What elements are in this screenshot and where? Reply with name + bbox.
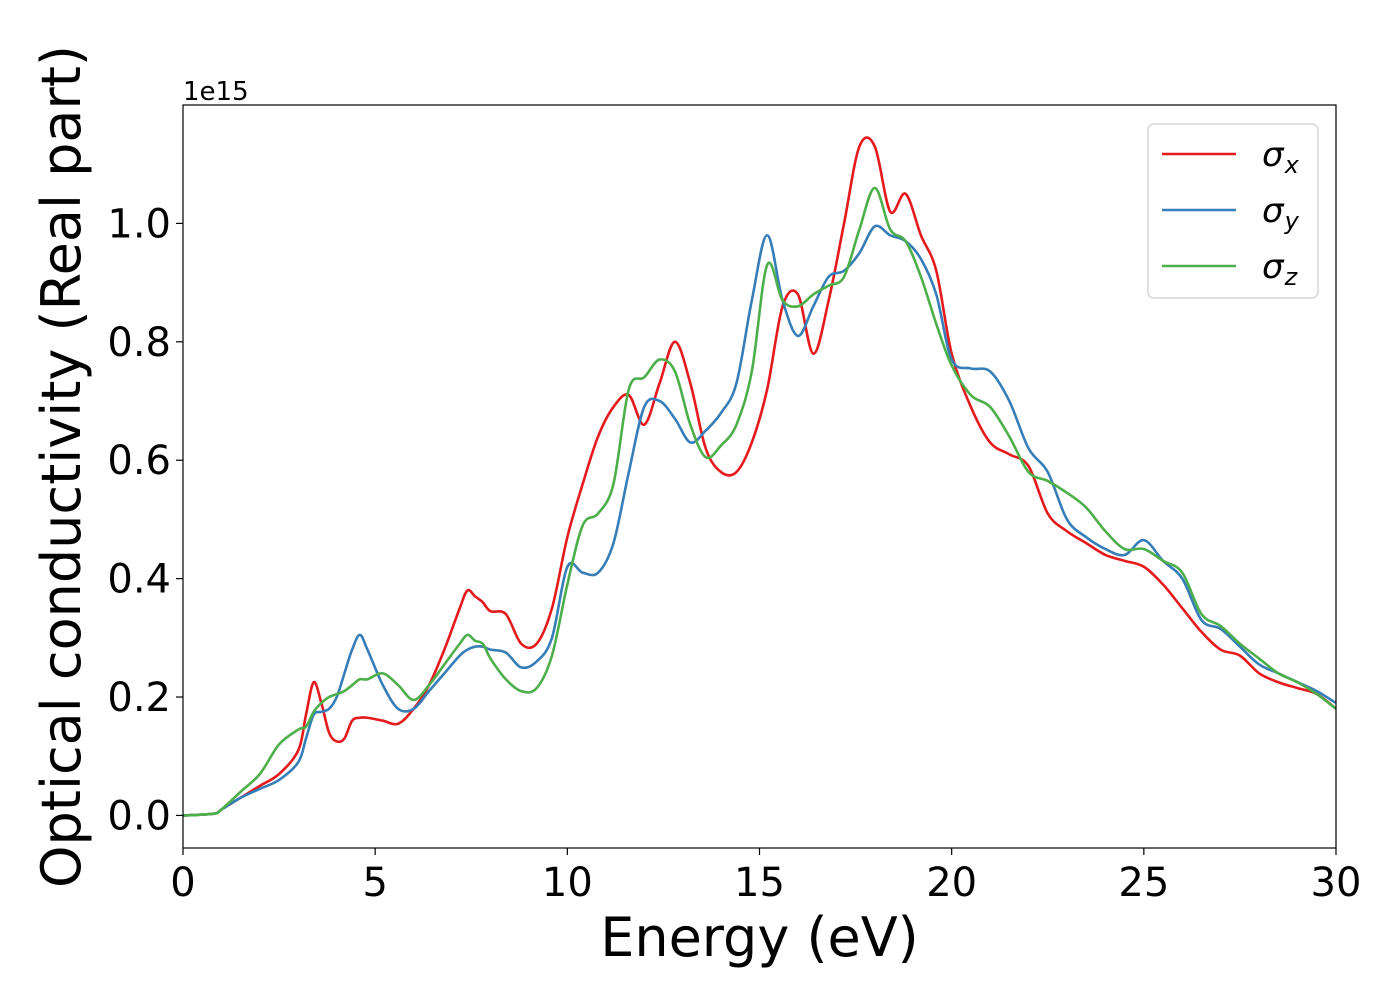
series-line-y (182, 224, 1337, 817)
x-tick-label: 10 (542, 860, 593, 906)
series-line-x (182, 136, 1337, 817)
series-line-z (182, 186, 1337, 817)
x-tick-label: 5 (362, 860, 387, 906)
y-tick-label: 0.2 (107, 675, 171, 721)
series-lines (182, 136, 1337, 817)
y-offset-label: 1e15 (183, 77, 249, 107)
x-tick-label: 30 (1311, 860, 1362, 906)
y-axis-title: Optical conductivity (Real part) (30, 45, 93, 888)
x-tick-label: 0 (170, 860, 195, 906)
plot-frame (182, 104, 1337, 849)
x-tick-label: 20 (926, 860, 977, 906)
y-tick-label: 0.4 (107, 557, 171, 603)
x-tick-label: 15 (734, 860, 785, 906)
x-tick-label: 25 (1118, 860, 1169, 906)
x-axis-title: Energy (eV) (600, 906, 919, 969)
y-tick-label: 0.6 (107, 438, 171, 484)
y-tick-label: 0.0 (107, 793, 171, 839)
y-tick-label: 1.0 (107, 201, 171, 247)
y-tick-label: 0.8 (107, 320, 171, 366)
x-axis-ticks: 0 5 10 15 20 25 30 (170, 848, 1361, 906)
y-axis-ticks: 0.0 0.2 0.4 0.6 0.8 1.0 (107, 201, 183, 839)
